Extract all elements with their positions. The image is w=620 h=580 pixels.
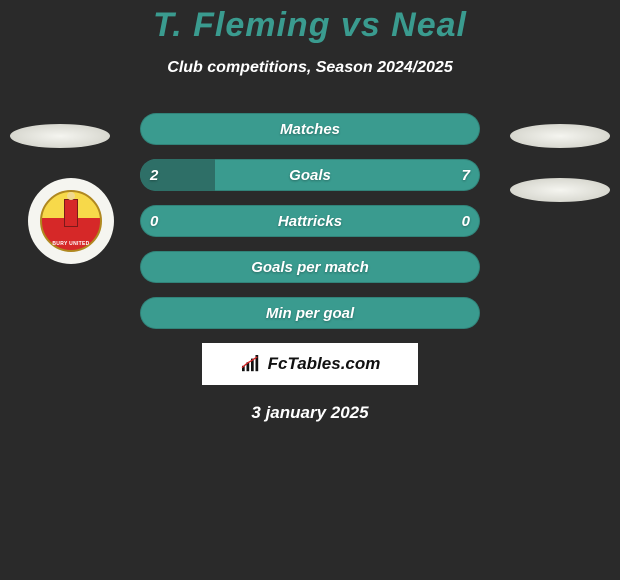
watermark-text: FcTables.com (268, 354, 381, 374)
watermark: FcTables.com (202, 343, 418, 385)
bar-chart-icon (240, 355, 262, 373)
stat-label: Hattricks (140, 205, 480, 237)
stat-label: Min per goal (140, 297, 480, 329)
stat-label: Goals (140, 159, 480, 191)
player-shadow-left (10, 124, 110, 148)
stat-row-min-per-goal: Min per goal (140, 297, 480, 329)
comparison-card: T. Fleming vs Neal Club competitions, Se… (0, 0, 620, 580)
stat-label: Goals per match (140, 251, 480, 283)
stats-panel: Matches 2 Goals 7 0 Hattricks 0 Goals pe… (140, 113, 480, 329)
stat-value-right: 7 (462, 159, 470, 191)
player-shadow-right-2 (510, 178, 610, 202)
page-title: T. Fleming vs Neal (0, 0, 620, 45)
stat-label: Matches (140, 113, 480, 145)
subtitle: Club competitions, Season 2024/2025 (0, 59, 620, 77)
date-label: 3 january 2025 (0, 403, 620, 423)
stat-row-hattricks: 0 Hattricks 0 (140, 205, 480, 237)
club-badge-inner: BURY UNITED (40, 190, 102, 252)
stat-row-goals: 2 Goals 7 (140, 159, 480, 191)
club-badge: BURY UNITED (28, 178, 114, 264)
stat-row-matches: Matches (140, 113, 480, 145)
club-badge-label: BURY UNITED (52, 241, 89, 247)
stat-value-right: 0 (462, 205, 470, 237)
player-shadow-right (510, 124, 610, 148)
stat-row-goals-per-match: Goals per match (140, 251, 480, 283)
club-badge-figure (64, 199, 78, 227)
